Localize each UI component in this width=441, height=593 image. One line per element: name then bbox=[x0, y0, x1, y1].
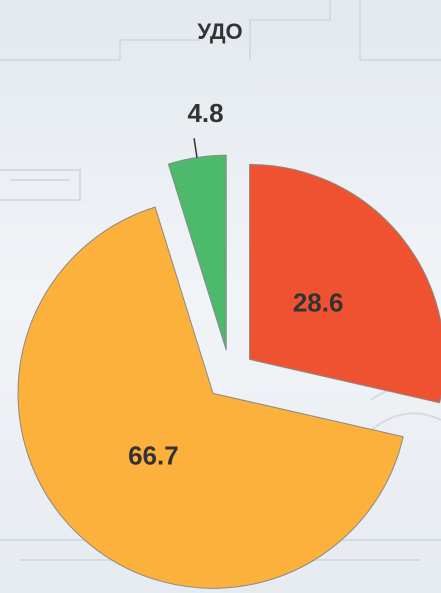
page: УДО 28.666.74.8 (() => { const data = JS… bbox=[0, 0, 441, 593]
chart-title: УДО bbox=[197, 19, 242, 44]
data-label: 28.6 bbox=[293, 288, 344, 318]
data-label: 4.8 bbox=[187, 98, 223, 128]
data-label: 66.7 bbox=[128, 441, 179, 471]
chart: УДО 28.6 66.7 4.8 bbox=[0, 0, 441, 593]
